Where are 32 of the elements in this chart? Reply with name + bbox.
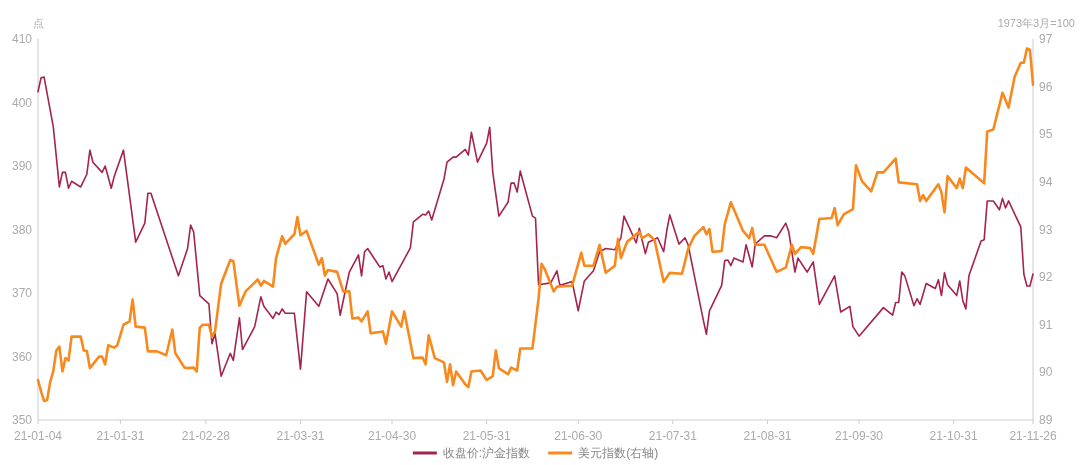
x-tick-label: 21-04-30 — [368, 429, 417, 443]
y2-tick-label: 90 — [1039, 365, 1053, 380]
y2-tick-label: 96 — [1039, 79, 1053, 94]
x-tick-label: 21-01-04 — [13, 429, 63, 443]
y2-tick-label: 93 — [1039, 222, 1053, 237]
x-tick-label: 21-05-31 — [462, 429, 511, 443]
y2-axis-title: 1973年3月=100 — [997, 17, 1075, 29]
y-tick-label: 410 — [11, 32, 33, 46]
x-tick-label: 21-03-31 — [276, 429, 325, 443]
x-tick-label: 21-06-30 — [554, 429, 603, 443]
y2-tick-label: 95 — [1039, 127, 1053, 142]
x-tick-label: 21-11-26 — [1009, 429, 1057, 443]
x-tick-label: 21-08-31 — [743, 429, 792, 443]
legend-label: 美元指数(右轴) — [578, 446, 659, 460]
legend-label: 收盘价:沪金指数 — [442, 446, 531, 460]
y-axis-title: 点 — [32, 17, 44, 29]
x-tick-label: 21-07-31 — [648, 429, 698, 443]
y-tick-label: 380 — [11, 222, 33, 237]
y-tick-label: 360 — [11, 349, 33, 364]
y2-tick-label: 94 — [1039, 174, 1053, 189]
y2-tick-label: 89 — [1039, 413, 1053, 427]
y-tick-label: 350 — [11, 413, 33, 427]
y-tick-label: 400 — [11, 95, 33, 110]
x-tick-label: 21-09-30 — [835, 429, 884, 443]
y2-tick-label: 91 — [1039, 317, 1053, 332]
y2-tick-label: 92 — [1039, 270, 1053, 285]
y-tick-label: 370 — [11, 286, 33, 300]
x-tick-label: 21-02-28 — [181, 429, 231, 443]
x-tick-label: 21-10-31 — [929, 429, 978, 443]
y2-tick-label: 97 — [1039, 32, 1053, 46]
y-tick-label: 390 — [11, 159, 33, 173]
x-tick-label: 21-01-31 — [96, 429, 145, 443]
